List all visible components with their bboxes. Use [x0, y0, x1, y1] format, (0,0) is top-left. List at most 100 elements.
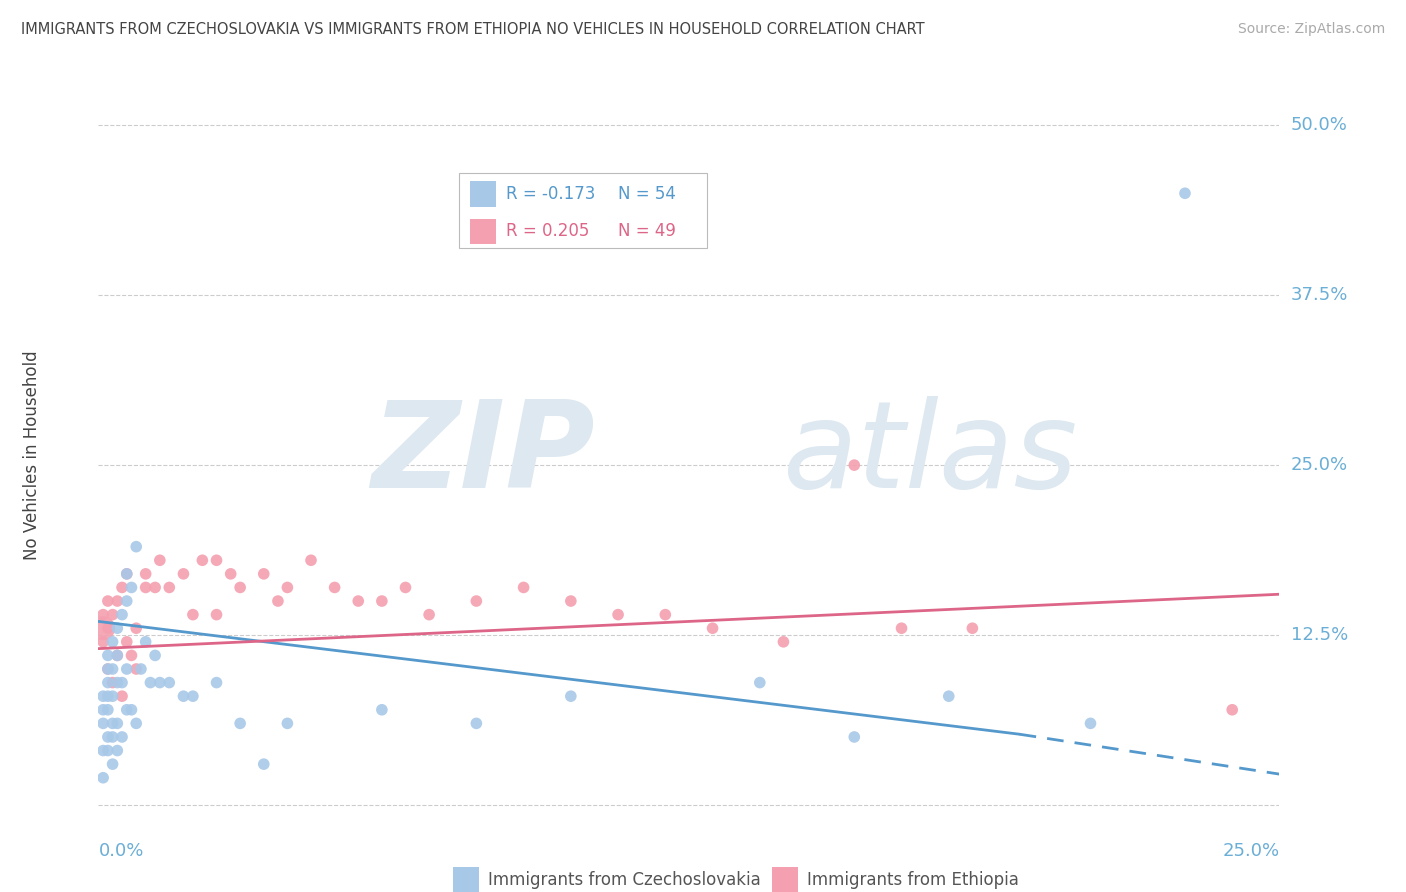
- FancyBboxPatch shape: [471, 181, 496, 207]
- Point: [91, 716, 114, 731]
- Point: [276, 716, 298, 731]
- Point: [191, 553, 214, 567]
- Point: [91, 689, 114, 703]
- Point: [105, 648, 128, 663]
- Point: [125, 621, 148, 635]
- Point: [135, 566, 157, 581]
- Point: [890, 621, 912, 635]
- Point: [91, 621, 114, 635]
- Text: 25.0%: 25.0%: [1291, 456, 1348, 475]
- Point: [276, 581, 298, 595]
- Point: [253, 757, 276, 772]
- Point: [157, 581, 180, 595]
- Point: [418, 607, 440, 622]
- Point: [1080, 716, 1102, 731]
- Point: [149, 553, 172, 567]
- Point: [111, 581, 134, 595]
- Point: [560, 689, 582, 703]
- Point: [139, 675, 162, 690]
- Point: [101, 757, 124, 772]
- Point: [105, 594, 128, 608]
- Point: [1174, 186, 1197, 201]
- Point: [105, 621, 128, 635]
- Point: [149, 675, 172, 690]
- Point: [181, 607, 204, 622]
- Point: [772, 635, 794, 649]
- Text: 12.5%: 12.5%: [1291, 626, 1348, 644]
- Point: [560, 594, 582, 608]
- Point: [97, 730, 120, 744]
- Point: [111, 675, 134, 690]
- Point: [512, 581, 534, 595]
- FancyBboxPatch shape: [453, 867, 478, 892]
- Point: [323, 581, 346, 595]
- Point: [97, 621, 120, 635]
- Point: [205, 607, 228, 622]
- Text: 0.0%: 0.0%: [98, 842, 143, 860]
- Point: [115, 566, 138, 581]
- Text: atlas: atlas: [783, 396, 1078, 514]
- Point: [748, 675, 770, 690]
- Point: [125, 540, 148, 554]
- Text: No Vehicles in Household: No Vehicles in Household: [22, 350, 41, 560]
- Point: [267, 594, 290, 608]
- Point: [654, 607, 676, 622]
- Point: [91, 743, 114, 757]
- Point: [205, 675, 228, 690]
- Point: [181, 689, 204, 703]
- Text: R = 0.205: R = 0.205: [506, 222, 589, 241]
- FancyBboxPatch shape: [471, 219, 496, 244]
- Point: [105, 716, 128, 731]
- Point: [229, 581, 252, 595]
- Point: [1220, 703, 1243, 717]
- Point: [101, 730, 124, 744]
- Point: [129, 662, 152, 676]
- Point: [101, 675, 124, 690]
- Point: [219, 566, 242, 581]
- Point: [97, 594, 120, 608]
- Point: [938, 689, 960, 703]
- Point: [97, 703, 120, 717]
- Point: [135, 581, 157, 595]
- Point: [394, 581, 416, 595]
- Point: [91, 703, 114, 717]
- Point: [115, 662, 138, 676]
- Point: [115, 635, 138, 649]
- Text: ZIP: ZIP: [371, 396, 595, 514]
- Point: [91, 771, 114, 785]
- Point: [97, 648, 120, 663]
- Point: [135, 635, 157, 649]
- Text: 25.0%: 25.0%: [1222, 842, 1279, 860]
- Point: [105, 743, 128, 757]
- Point: [371, 703, 394, 717]
- Point: [844, 458, 866, 472]
- Point: [105, 675, 128, 690]
- Point: [962, 621, 984, 635]
- Point: [347, 594, 370, 608]
- Point: [125, 716, 148, 731]
- Point: [91, 607, 114, 622]
- Text: 50.0%: 50.0%: [1291, 116, 1347, 135]
- Point: [172, 689, 194, 703]
- Text: N = 54: N = 54: [619, 185, 676, 203]
- Point: [115, 594, 138, 608]
- Point: [97, 675, 120, 690]
- Point: [111, 730, 134, 744]
- Point: [101, 635, 124, 649]
- Point: [111, 607, 134, 622]
- Point: [121, 581, 143, 595]
- Point: [115, 566, 138, 581]
- Point: [465, 594, 488, 608]
- Point: [143, 581, 166, 595]
- Text: Source: ZipAtlas.com: Source: ZipAtlas.com: [1237, 22, 1385, 37]
- Point: [702, 621, 724, 635]
- Point: [97, 689, 120, 703]
- Point: [371, 594, 394, 608]
- Point: [121, 703, 143, 717]
- Point: [253, 566, 276, 581]
- Point: [172, 566, 194, 581]
- Point: [97, 662, 120, 676]
- Text: IMMIGRANTS FROM CZECHOSLOVAKIA VS IMMIGRANTS FROM ETHIOPIA NO VEHICLES IN HOUSEH: IMMIGRANTS FROM CZECHOSLOVAKIA VS IMMIGR…: [21, 22, 925, 37]
- Point: [115, 703, 138, 717]
- Text: Immigrants from Czechoslovakia: Immigrants from Czechoslovakia: [488, 871, 761, 888]
